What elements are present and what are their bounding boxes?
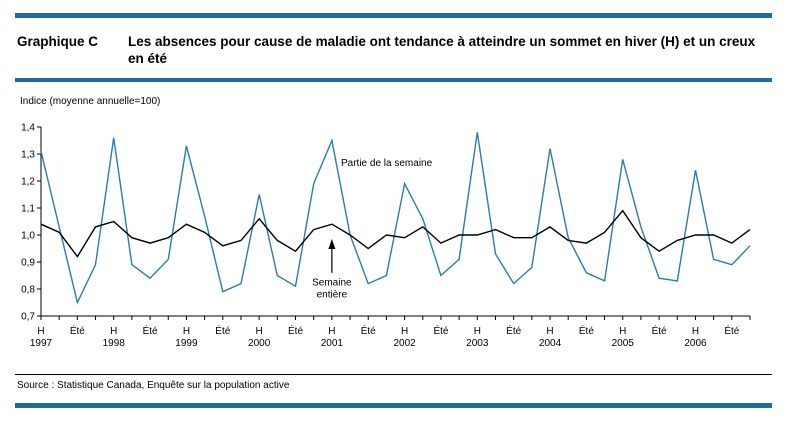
x-season-label: Été	[361, 324, 376, 337]
x-season-label: H	[474, 326, 481, 337]
x-season-label: Été	[288, 324, 303, 337]
x-year-label: 1997	[30, 338, 53, 349]
y-tick-label: 0,7	[21, 312, 35, 323]
source-rule	[15, 374, 772, 375]
plot-frame	[40, 127, 750, 317]
series-line-whole-week	[40, 209, 751, 258]
y-tick-label: 1,0	[21, 231, 35, 242]
y-ticks: 0,7 0,8 0,9 1,0 1,1 1,2 1,3 1,4	[21, 123, 41, 323]
x-season-label: Été	[70, 324, 85, 337]
x-season-label: Été	[652, 324, 667, 337]
x-season-label: H	[619, 326, 626, 337]
x-season-label: H	[546, 326, 553, 337]
y-tick-label: 0,9	[21, 258, 35, 269]
x-season-label: Été	[579, 324, 594, 337]
y-tick-label: 1,2	[21, 177, 35, 188]
chart-label: Graphique C	[17, 34, 99, 49]
chart-title: Les absences pour cause de maladie ont t…	[128, 34, 756, 66]
x-year-label: 1999	[175, 338, 198, 349]
series-lines	[40, 132, 751, 305]
x-season-label: H	[37, 326, 44, 337]
x-season-label: Été	[724, 324, 739, 337]
title-rule	[15, 78, 772, 82]
bottom-rule	[15, 403, 772, 408]
annotation-part-week: Partie de la semaine	[341, 158, 433, 169]
x-year-label: 2002	[393, 338, 416, 349]
top-rule	[15, 13, 772, 18]
arrow-head	[328, 239, 336, 250]
x-season-label: H	[256, 326, 263, 337]
x-season-label: H	[692, 326, 699, 337]
y-tick-label: 1,3	[21, 150, 35, 161]
x-season-label: H	[183, 326, 190, 337]
x-season-label: Été	[143, 324, 158, 337]
y-tick-label: 1,1	[21, 204, 35, 215]
x-year-label: 1998	[103, 338, 126, 349]
x-year-label: 2005	[612, 338, 635, 349]
x-year-label: 2003	[466, 338, 489, 349]
x-season-label: H	[401, 326, 408, 337]
x-season-label: H	[328, 326, 335, 337]
line-chart: Indice (moyenne annuelle=100) 0,7 0,8 0,9 1…	[20, 96, 751, 349]
x-season-label: Été	[506, 324, 521, 337]
x-season-label: Été	[433, 324, 448, 337]
x-year-label: 2001	[321, 338, 344, 349]
source-note: Source : Statistique Canada, Enquête sur…	[17, 380, 290, 391]
x-year-label: 2004	[539, 338, 562, 349]
x-season-label: Été	[215, 324, 230, 337]
y-tick-label: 1,4	[21, 123, 35, 134]
x-ticks: H Été H Été H Été H Été H Été H Été H Été H Été H Été H Été…	[30, 316, 751, 349]
x-season-label: H	[110, 326, 117, 337]
annotation-whole-week-2: entière	[317, 289, 348, 300]
series-line-part-week	[40, 132, 751, 305]
x-year-label: 2000	[248, 338, 271, 349]
y-tick-label: 0,8	[21, 285, 35, 296]
x-year-label: 2006	[684, 338, 707, 349]
annotation-whole-week-1: Semaine	[312, 277, 352, 288]
annotation-arrow	[328, 239, 336, 273]
y-axis-label: Indice (moyenne annuelle=100)	[20, 96, 160, 107]
